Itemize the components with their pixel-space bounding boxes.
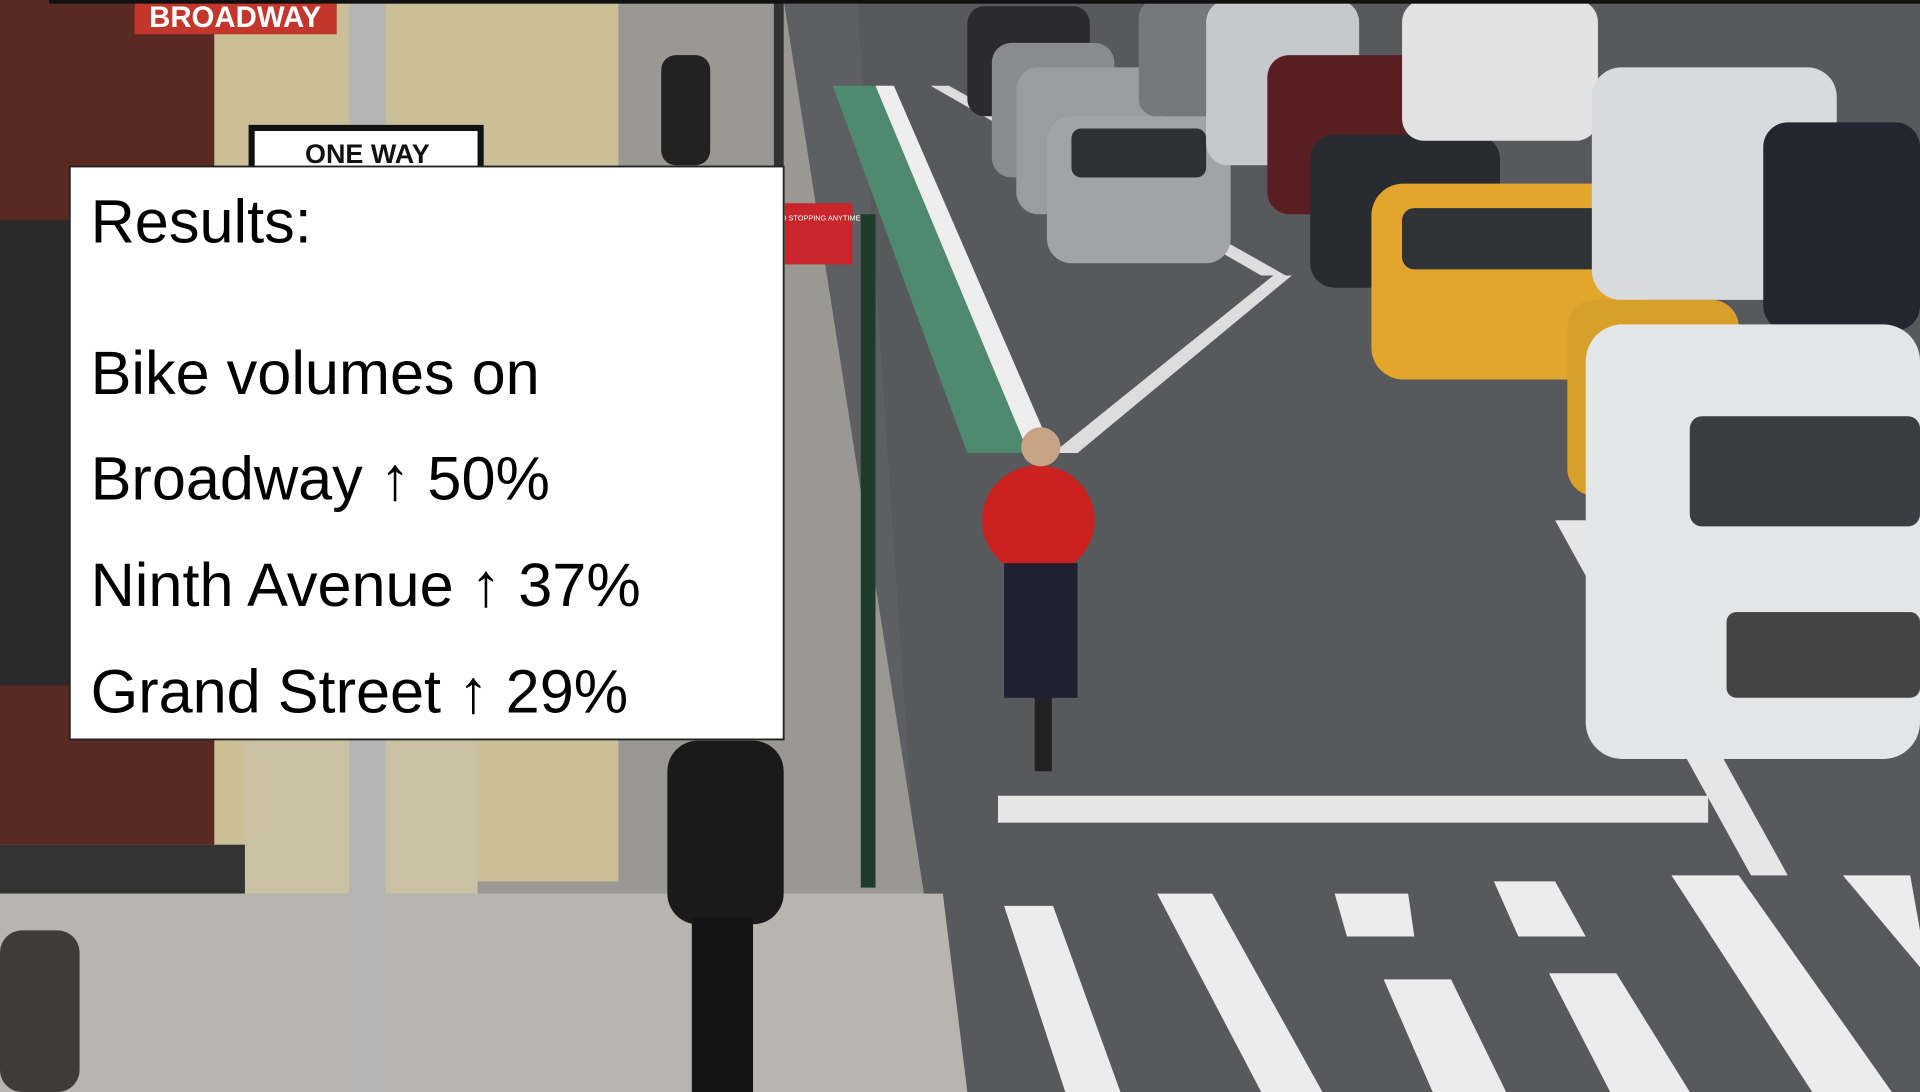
- result-line: Grand Street ↑ 29%: [91, 657, 629, 725]
- street-sign-text: BROADWAY: [149, 1, 321, 34]
- text-box: [68, 165, 785, 741]
- box-title: Results:: [91, 187, 312, 255]
- no-stopping-text: NO STOPPING ANYTIME: [775, 213, 860, 222]
- no-stopping-sign: [784, 203, 853, 265]
- cyclist: [982, 427, 1095, 772]
- result-line: Ninth Avenue ↑ 37%: [91, 551, 641, 619]
- result-line: Broadway ↑ 50%: [91, 444, 550, 512]
- street-sign: [134, 0, 337, 35]
- pedestrians: [0, 55, 784, 1092]
- results-box: Results: Bike volumes on Broadway ↑ 50% …: [68, 165, 785, 741]
- cars: [967, 0, 1920, 760]
- pole: [860, 214, 876, 888]
- one-way-text: ONE WAY: [305, 139, 430, 169]
- result-line: Bike volumes on: [91, 339, 540, 407]
